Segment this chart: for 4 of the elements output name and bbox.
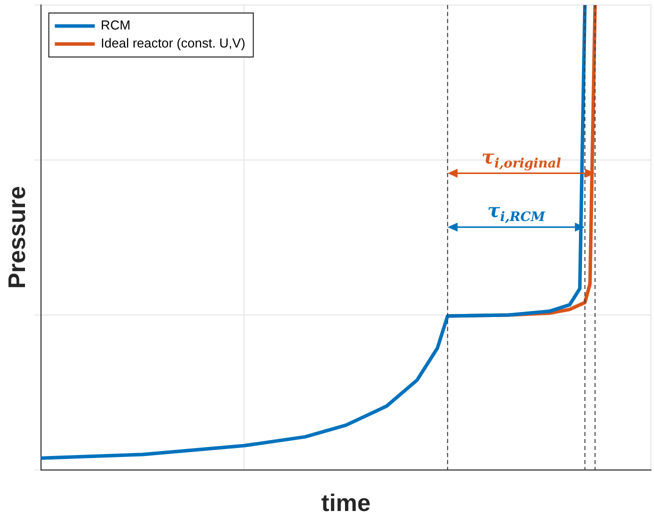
x-axis-title: time xyxy=(321,490,371,518)
legend-label: RCM xyxy=(100,18,130,33)
y-axis-title: Pressure xyxy=(4,186,32,289)
legend-label: Ideal reactor (const. U,V) xyxy=(100,36,246,51)
